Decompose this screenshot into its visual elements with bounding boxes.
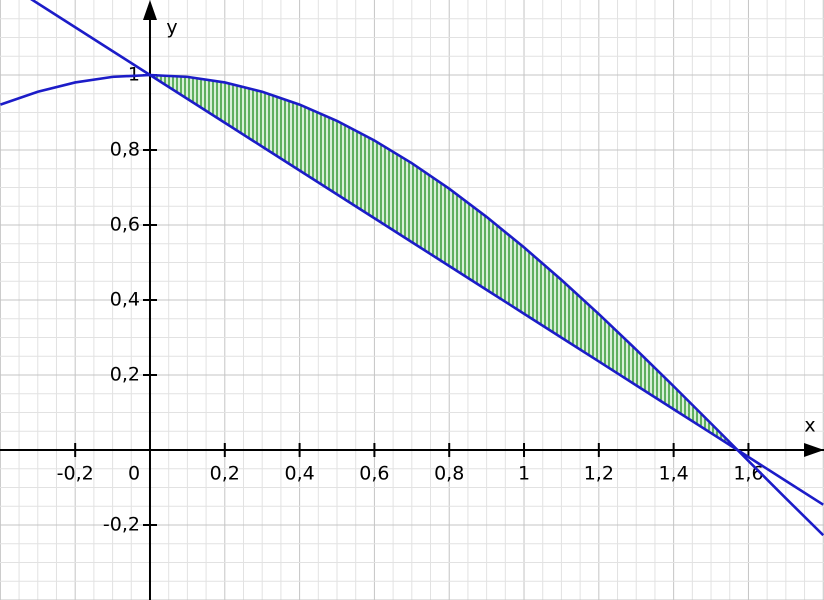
x-tick-label: 0,2: [210, 463, 240, 485]
y-tick-label: 0,8: [110, 139, 140, 161]
x-axis-label: x: [804, 415, 815, 437]
x-tick-label: 0,6: [359, 463, 389, 485]
curve: [30, 0, 824, 506]
x-tick-label: 0: [128, 463, 140, 485]
curve: [0, 73, 824, 537]
y-tick-label: 0,2: [110, 364, 140, 386]
x-tick-label: 1,2: [584, 463, 614, 485]
x-tick-label: 0,4: [284, 463, 314, 485]
x-tick-label: 1,6: [733, 463, 763, 485]
y-tick-label: 0,4: [110, 289, 140, 311]
y-tick-label: 1: [128, 64, 140, 86]
x-tick-label: 0,8: [434, 463, 464, 485]
y-axis-label: y: [166, 17, 177, 39]
y-axis-arrow: [142, 0, 157, 20]
x-tick-label: -0,2: [57, 463, 94, 485]
x-tick-label: 1,4: [659, 463, 689, 485]
x-axis-arrow: [804, 443, 824, 457]
y-tick-label: 0,6: [110, 214, 140, 236]
x-tick-label: 1: [518, 463, 530, 485]
y-tick-label: -0,2: [103, 514, 140, 536]
